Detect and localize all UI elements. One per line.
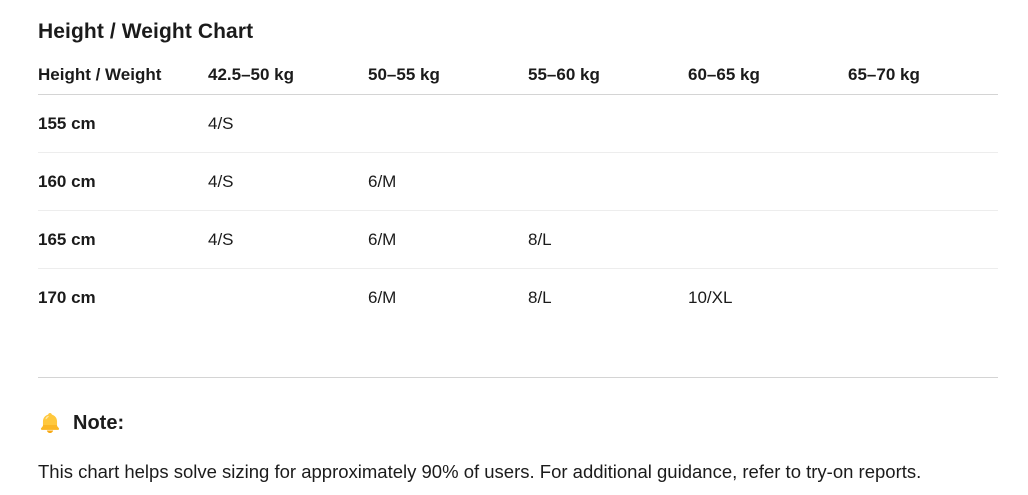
column-header: 42.5–50 kg <box>208 44 368 95</box>
row-label: 165 cm <box>38 210 208 269</box>
table-row: 160 cm 4/S 6/M <box>38 152 998 211</box>
size-cell <box>848 152 998 211</box>
column-header: 55–60 kg <box>528 44 688 95</box>
size-cell: 4/S <box>208 94 368 153</box>
table-row: 165 cm 4/S 6/M 8/L <box>38 210 998 269</box>
row-label: 170 cm <box>38 287 96 307</box>
size-cell <box>688 210 848 269</box>
size-cell <box>848 269 998 327</box>
column-header: 65–70 kg <box>848 44 998 95</box>
column-header: 60–65 kg <box>688 44 848 95</box>
page-title: Height / Weight Chart <box>38 20 254 43</box>
table-body: 155 cm 4/S 160 cm 4/S 6/M 165 cm 4/S 6/M 8/L 170 … <box>38 94 998 327</box>
column-header-height-weight: Height / Weight <box>38 44 208 95</box>
size-cell: 6/M <box>368 287 397 307</box>
table-row: 170 cm 6/M 8/L 10/XL <box>38 269 998 327</box>
size-cell <box>688 94 848 153</box>
size-cell: 6/M <box>368 152 528 211</box>
size-cell: 8/L <box>528 210 688 269</box>
note-text: This chart helps solve sizing for approx… <box>38 461 922 482</box>
row-label: 160 cm <box>38 152 208 211</box>
size-chart-section: Height / Weight Chart Height / Weight 42.… <box>38 0 998 484</box>
size-cell <box>528 152 688 211</box>
size-cell: 4/S <box>208 210 368 269</box>
size-cell <box>848 94 998 153</box>
note-heading-label: Note: <box>73 412 125 434</box>
table-row: 155 cm 4/S <box>38 94 998 153</box>
section-divider <box>38 377 998 378</box>
note-heading: Note: <box>38 410 998 436</box>
size-cell <box>848 210 998 269</box>
size-cell: 6/M <box>368 210 528 269</box>
size-cell <box>688 152 848 211</box>
size-table: Height / Weight 42.5–50 kg 50–55 kg 55–60 k… <box>38 44 998 326</box>
size-cell <box>368 94 528 153</box>
table-header-row: Height / Weight 42.5–50 kg 50–55 kg 55–60 k… <box>38 44 998 95</box>
bell-icon <box>38 411 62 435</box>
size-cell <box>528 94 688 153</box>
column-header: 50–55 kg <box>368 44 528 95</box>
size-cell <box>208 269 368 327</box>
size-cell: 10/XL <box>688 287 733 307</box>
size-cell: 4/S <box>208 152 368 211</box>
row-label: 155 cm <box>38 94 208 153</box>
size-cell: 8/L <box>528 287 552 307</box>
